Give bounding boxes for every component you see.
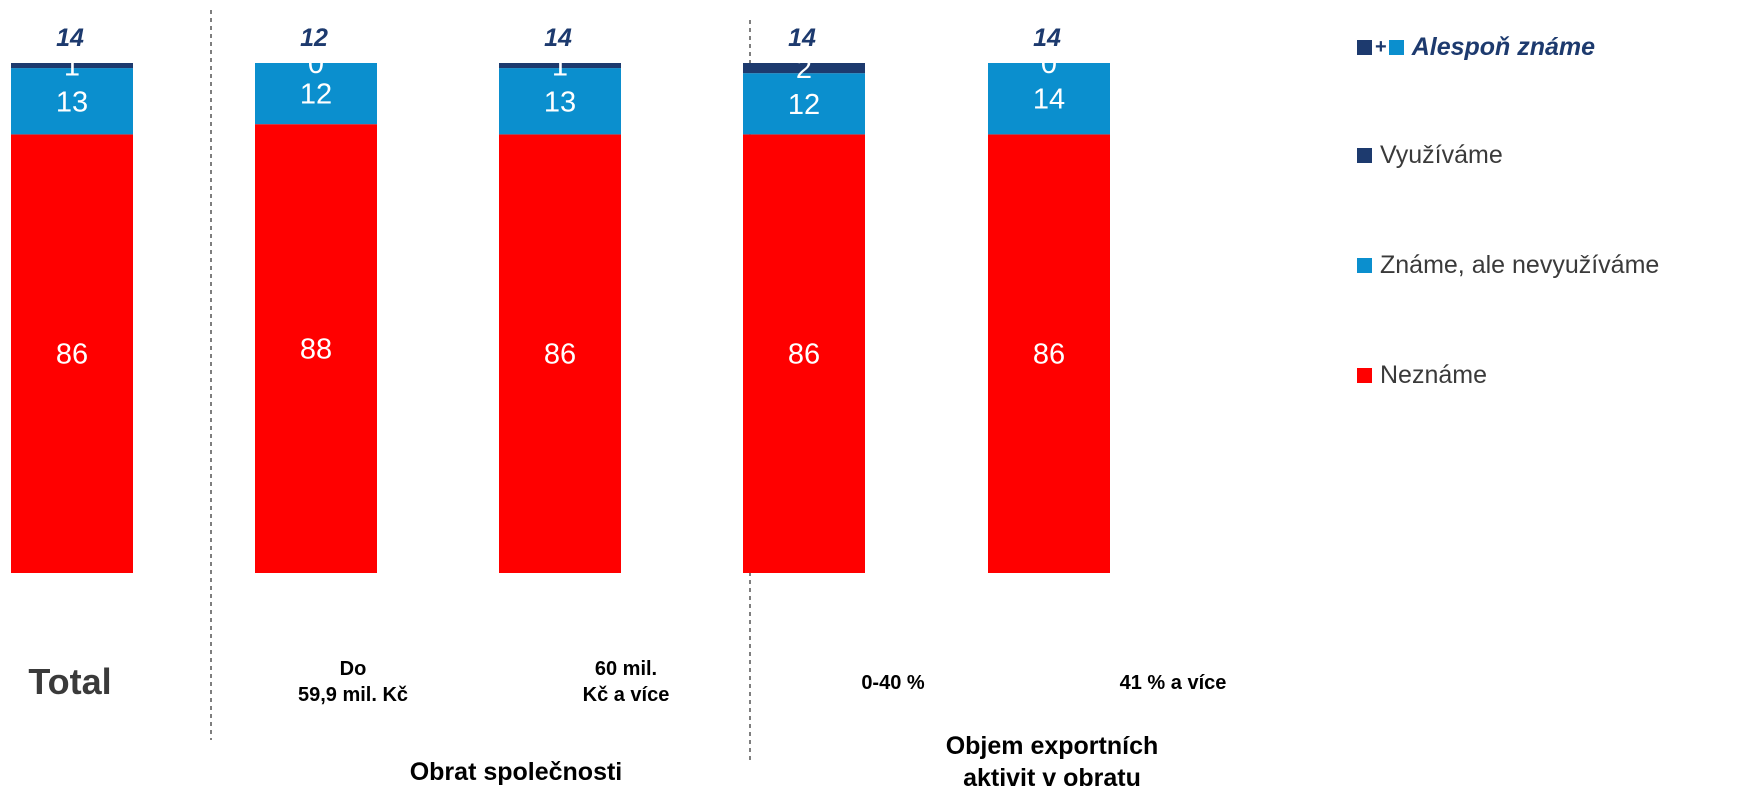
data-label-zname-ale-nevyuzivame: 12 — [788, 89, 820, 121]
legend-item-vyuzivame: Využíváme — [1357, 138, 1503, 172]
legend-label: Neznáme — [1380, 360, 1487, 389]
data-label-vyuzivame: 2 — [796, 53, 812, 85]
total-label: 14 — [56, 24, 84, 52]
legend-item-zname-nevyuzivame: Známe, ale nevyužíváme — [1357, 248, 1659, 282]
group-label-turnover: Obrat společnosti — [409, 758, 623, 786]
bar-segment-zname-ale-nevyuzivame — [499, 68, 621, 135]
legend-swatch — [1357, 367, 1372, 383]
bar-segment-nezname — [499, 134, 621, 573]
bar-segment-zname-ale-nevyuzivame — [743, 73, 865, 135]
data-label-zname-ale-nevyuzivame: 13 — [544, 86, 576, 118]
plus-icon: + — [1375, 35, 1387, 58]
data-label-nezname: 86 — [1033, 339, 1065, 371]
data-label-nezname: 88 — [300, 334, 332, 366]
data-label-vyuzivame: 0 — [1041, 48, 1057, 80]
legend-item-alespon-zname: + Alespoň známe — [1357, 30, 1595, 64]
bar-segment-zname-ale-nevyuzivame — [988, 63, 1110, 135]
legend-swatch — [1357, 147, 1372, 163]
data-label-nezname: 86 — [788, 339, 820, 371]
bar-segment-zname-ale-nevyuzivame — [11, 68, 133, 135]
legend-label: Známe, ale nevyužíváme — [1380, 250, 1660, 279]
legend-swatch-dark — [1357, 39, 1372, 55]
bar-segment-zname-ale-nevyuzivame — [255, 63, 377, 125]
bar-segment-vyuzivame — [499, 63, 621, 69]
data-label-vyuzivame: 1 — [552, 51, 568, 83]
bar-segment-vyuzivame — [743, 63, 865, 74]
data-label-vyuzivame: 0 — [308, 48, 324, 80]
legend-label: Využíváme — [1380, 140, 1503, 169]
bar-segment-nezname — [743, 134, 865, 573]
bar-segment-nezname — [11, 134, 133, 573]
data-label-zname-ale-nevyuzivame: 12 — [300, 79, 332, 111]
legend-label-alespon-zname: Alespoň známe — [1411, 32, 1596, 61]
total-label: 14 — [1033, 24, 1061, 52]
data-label-vyuzivame: 1 — [64, 51, 80, 83]
bar-segment-nezname — [255, 124, 377, 573]
category-label-turnover-low: Do 59,9 mil. Kč — [297, 658, 409, 706]
bar-segment-nezname — [988, 134, 1110, 573]
category-label-export-high: 41 % a více — [1119, 672, 1227, 694]
data-label-nezname: 86 — [544, 339, 576, 371]
data-label-nezname: 86 — [56, 339, 88, 371]
legend-swatch-light — [1388, 39, 1404, 55]
data-label-zname-ale-nevyuzivame: 14 — [1033, 84, 1065, 116]
category-label-turnover-high: 60 mil. Kč a více — [582, 658, 670, 706]
total-label: 14 — [544, 24, 572, 52]
category-label-export-low: 0-40 % — [861, 672, 925, 694]
legend-item-nezname: Neznáme — [1357, 358, 1487, 392]
bar-segment-vyuzivame — [11, 63, 133, 69]
total-label: 12 — [300, 24, 328, 52]
total-label: 14 — [788, 24, 816, 52]
legend-swatch — [1357, 257, 1372, 273]
data-label-zname-ale-nevyuzivame: 13 — [56, 86, 88, 118]
group-label-export: Objem exportních aktivit v obratu — [945, 732, 1159, 792]
category-label-total: Total — [28, 661, 112, 702]
